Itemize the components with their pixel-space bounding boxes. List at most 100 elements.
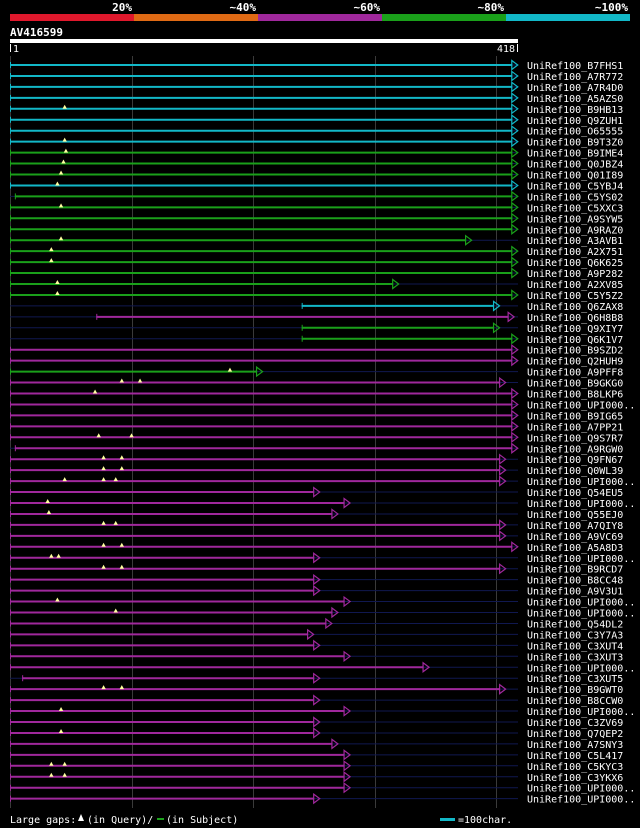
hit-row: UniRef100_Q54DL2	[10, 617, 623, 630]
grid-lines	[10, 56, 497, 808]
hit-row: UniRef100_C5XXC3	[10, 201, 623, 214]
hit-label: UniRef100_Q7QEP2	[527, 729, 623, 740]
query-gap-marker	[55, 181, 60, 186]
range-start-label: 1	[13, 44, 19, 55]
hit-label: UniRef100_Q6K1V7	[527, 335, 623, 346]
scale-bar-icon	[440, 818, 455, 821]
hit-arrowhead	[511, 212, 519, 225]
hit-arrowhead	[331, 606, 339, 619]
hit-label: UniRef100_Q6K625	[527, 258, 623, 269]
hit-row: UniRef100_Q6K1V7	[10, 333, 623, 346]
hit-row: UniRef100_C3YKX6	[10, 771, 623, 784]
hit-arrowhead	[511, 398, 519, 411]
query-gap-marker	[58, 170, 64, 175]
hit-arrowhead	[511, 223, 519, 235]
hit-arrowhead	[499, 475, 507, 487]
hit-row: UniRef100_Q6ZAX8	[10, 300, 623, 313]
hit-row: UniRef100_Q7QEP2	[10, 727, 623, 740]
hit-arrowhead	[511, 146, 519, 159]
query-gap-marker	[119, 466, 125, 471]
hit-label: UniRef100_UPI000..	[527, 784, 635, 795]
hit-arrowhead	[511, 387, 519, 400]
hit-row: UniRef100_C5Y5Z2	[10, 289, 623, 302]
legend-segment	[258, 14, 382, 21]
hit-row: UniRef100_B9IME4	[10, 146, 623, 160]
hit-row: UniRef100_Q9S7R7	[10, 431, 623, 444]
hit-label: UniRef100_A7PP21	[527, 422, 623, 433]
query-gap-marker	[101, 564, 106, 569]
hit-row: UniRef100_UPI000..	[10, 497, 635, 510]
legend-segment	[10, 14, 134, 21]
hit-row: UniRef100_Q01I89	[10, 168, 623, 182]
query-gap-icon	[78, 814, 84, 821]
hit-arrowhead	[313, 486, 321, 498]
hit-row: UniRef100_Q6H8B8	[10, 311, 623, 324]
hit-row: UniRef100_A9PFF8	[10, 365, 623, 379]
hit-label: UniRef100_A7R4D0	[527, 83, 623, 94]
hit-arrowhead	[343, 749, 352, 761]
hit-arrowhead	[511, 103, 519, 115]
hit-label: UniRef100_B9GKG0	[527, 379, 623, 390]
hit-label: UniRef100_B9GWT0	[527, 685, 623, 696]
query-gap-marker	[55, 280, 60, 284]
hit-row: UniRef100_UPI000..	[10, 475, 635, 488]
hit-row: UniRef100_Q6K625	[10, 256, 623, 269]
query-gap-marker	[119, 455, 125, 460]
query-gap-marker	[113, 520, 118, 525]
hit-arrowhead	[331, 738, 339, 750]
hit-row: UniRef100_A9VC69	[10, 530, 623, 543]
query-gap-marker	[101, 466, 106, 471]
hit-arrowhead	[499, 464, 507, 476]
query-gap-marker	[113, 477, 118, 482]
hit-label: UniRef100_Q9FN67	[527, 455, 623, 466]
hit-arrowhead	[313, 552, 321, 564]
hit-row: UniRef100_Q54EU5	[10, 486, 623, 499]
hit-row: UniRef100_B8CCW0	[10, 694, 623, 707]
hit-arrowhead	[313, 792, 321, 805]
legend-label: ~40%	[230, 1, 257, 14]
hit-row: UniRef100_C5KYC3	[10, 760, 623, 773]
hit-arrowhead	[343, 595, 352, 608]
hit-arrowhead	[313, 716, 321, 728]
query-gap-marker	[101, 685, 106, 690]
hit-label: UniRef100_A9RAZ0	[527, 225, 623, 236]
hit-label: UniRef100_B8CCW0	[527, 696, 623, 707]
query-gap-marker	[119, 564, 125, 569]
hit-row: UniRef100_A2XV85	[10, 278, 623, 291]
query-gap-marker	[119, 542, 125, 547]
hit-arrowhead	[511, 267, 519, 279]
hit-label: UniRef100_C3XUT5	[527, 674, 623, 685]
hit-arrowhead	[511, 442, 519, 454]
hit-row: UniRef100_UPI000..	[10, 398, 635, 411]
hit-row: UniRef100_B9T3Z0	[10, 135, 623, 149]
hit-label: UniRef100_A9RGW0	[527, 444, 623, 455]
hit-arrowhead	[255, 365, 264, 378]
hit-arrowhead	[499, 530, 507, 542]
hit-row: UniRef100_Q55EJ0	[10, 508, 623, 521]
query-gap-marker	[49, 761, 54, 766]
hit-row: UniRef100_Q9XIY7	[10, 322, 623, 335]
hit-label: UniRef100_UPI000..	[527, 477, 635, 488]
query-gap-marker	[62, 772, 67, 777]
hit-row: UniRef100_Q9ZUH1	[10, 114, 623, 127]
hit-label: UniRef100_C5XXC3	[527, 203, 623, 214]
hit-arrowhead	[511, 168, 519, 181]
hit-label: UniRef100_B9IME4	[527, 149, 623, 160]
hit-arrowhead	[313, 727, 321, 739]
hit-label: UniRef100_C3XUT4	[527, 641, 623, 652]
hit-arrowhead	[343, 760, 352, 772]
hit-label: UniRef100_UPI000..	[527, 663, 635, 674]
hit-arrowhead	[511, 420, 519, 433]
query-gap-marker	[96, 433, 101, 438]
hit-label: UniRef100_UPI000..	[527, 795, 635, 806]
query-gap-marker	[62, 104, 67, 109]
hit-row: UniRef100_UPI000..	[10, 792, 635, 806]
hit-row: UniRef100_Q2HUH9	[10, 354, 623, 368]
query-gap-marker	[62, 477, 67, 482]
hit-row: UniRef100_A9RGW0	[10, 442, 623, 455]
query-gap-marker	[227, 367, 233, 372]
hit-arrowhead	[325, 617, 333, 630]
query-gap-marker	[58, 728, 64, 733]
hit-row: UniRef100_Q9FN67	[10, 453, 623, 466]
hit-arrowhead	[392, 278, 400, 290]
